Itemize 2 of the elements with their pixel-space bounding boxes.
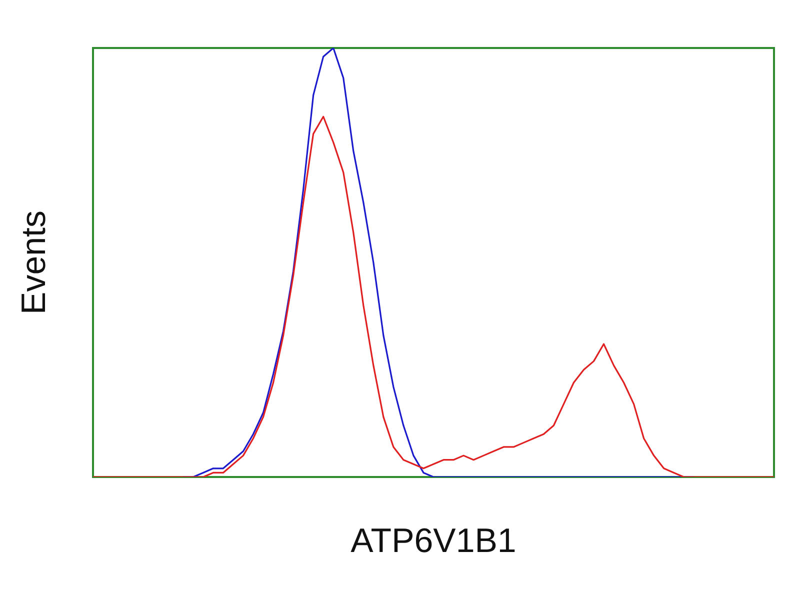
y-axis-title: Events xyxy=(15,210,54,314)
x-axis-title: ATP6V1B1 xyxy=(350,522,516,560)
